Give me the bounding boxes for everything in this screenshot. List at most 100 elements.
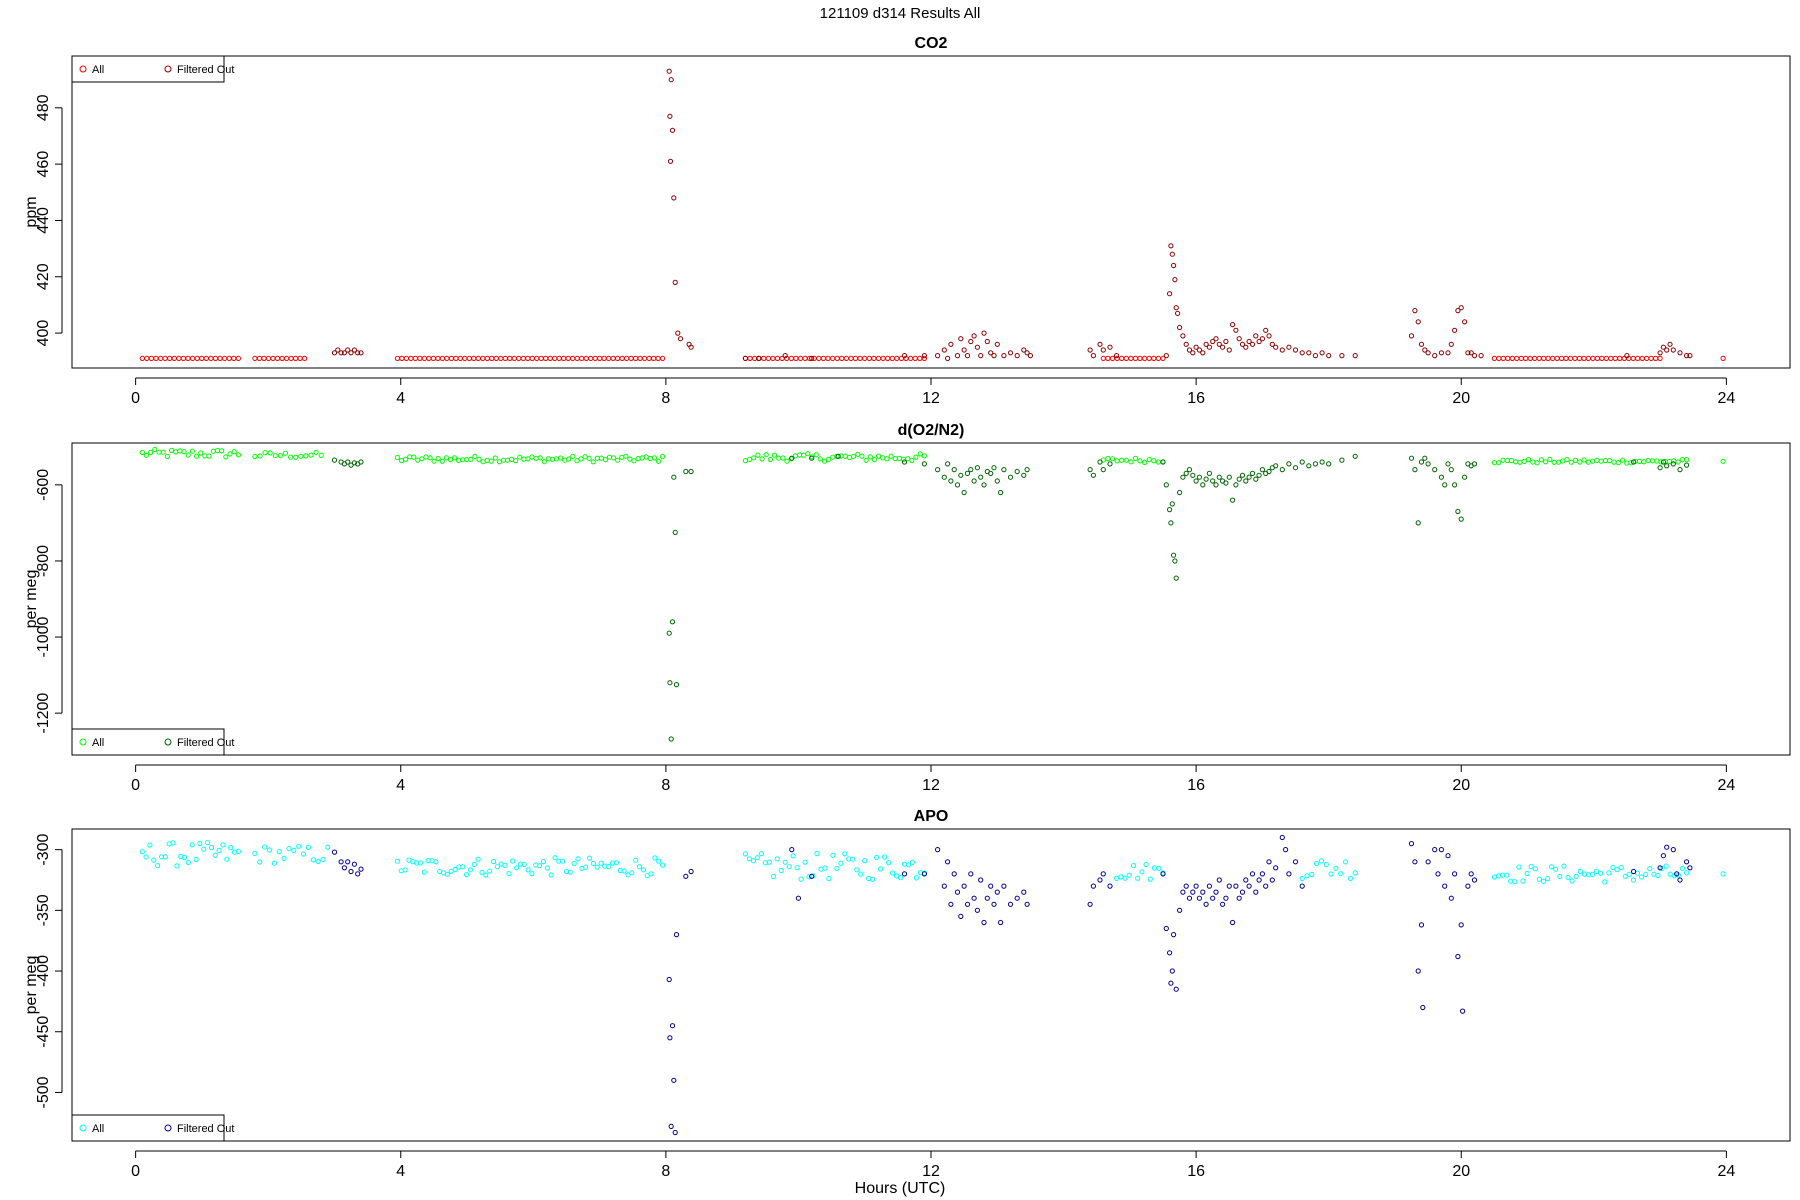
data-point [1514, 355, 1520, 361]
data-point [742, 458, 749, 464]
data-point [170, 840, 176, 846]
data-point [1263, 327, 1269, 333]
legend-label: All [92, 737, 104, 749]
data-point [880, 455, 886, 461]
data-point [1541, 355, 1547, 361]
data-point [1014, 353, 1020, 359]
data-point [747, 456, 753, 462]
data-point [502, 355, 508, 361]
data-point [941, 347, 947, 353]
data-point [224, 856, 230, 862]
data-point [202, 453, 208, 459]
data-point [1657, 865, 1663, 871]
data-point [164, 453, 170, 459]
data-point [1253, 889, 1259, 895]
data-point [863, 457, 869, 463]
data-point [341, 350, 347, 356]
data-point [766, 859, 772, 865]
data-point [430, 355, 436, 361]
data-point [488, 458, 494, 464]
data-point [1203, 476, 1209, 482]
data-point [746, 856, 753, 862]
data-point [945, 355, 951, 361]
data-point [143, 854, 149, 860]
data-point [500, 457, 507, 463]
x-tick-label: 12 [922, 777, 940, 794]
data-point [888, 453, 894, 459]
data-point [1333, 865, 1339, 871]
data-point [510, 858, 516, 864]
data-point [994, 478, 1000, 484]
data-point [1173, 305, 1179, 311]
data-point [1347, 875, 1354, 882]
data-point [830, 454, 836, 460]
data-point [1210, 478, 1216, 484]
panel-3: APO per meg 0 4 8 12 16 20 24 -500 -450 -400 -350 -30… [23, 808, 1791, 1180]
data-point [971, 895, 977, 901]
data-point [1100, 871, 1106, 877]
data-point [1100, 355, 1106, 361]
data-point [660, 355, 666, 361]
data-point [742, 355, 749, 361]
data-point [771, 452, 778, 458]
data-point [848, 355, 854, 361]
data-point [1554, 355, 1560, 361]
data-point [1679, 865, 1686, 872]
data-point [1172, 277, 1178, 283]
data-point [1259, 467, 1266, 473]
data-point [252, 453, 258, 460]
x-tick-label: 16 [1187, 777, 1205, 794]
data-point [1445, 853, 1451, 859]
data-point [1557, 873, 1563, 880]
data-point [579, 355, 585, 361]
data-point [1087, 901, 1093, 907]
data-point [1007, 901, 1014, 907]
data-point [613, 860, 620, 866]
data-point [754, 855, 760, 861]
data-point [1560, 458, 1566, 464]
panel-1: CO2 ppm 0 4 8 12 16 20 24 400 420 440 460 480 All Filte… [23, 35, 1791, 407]
data-point [821, 458, 828, 464]
data-point [782, 859, 788, 865]
data-point [208, 355, 214, 361]
data-point [494, 864, 500, 870]
data-point [1452, 482, 1458, 488]
data-point [1168, 980, 1174, 986]
data-point [394, 355, 400, 361]
data-point [1273, 463, 1279, 469]
data-point [1130, 863, 1137, 869]
data-point [1200, 350, 1206, 356]
data-point [948, 901, 954, 907]
data-point [1239, 889, 1246, 895]
data-point [1223, 895, 1229, 901]
data-point [521, 861, 527, 868]
data-point [1594, 457, 1600, 463]
data-point [338, 350, 344, 356]
x-axis-label: Hours (UTC) [855, 1180, 946, 1197]
data-point [1167, 507, 1173, 513]
data-point [415, 457, 421, 463]
data-point [1679, 457, 1685, 463]
data-point [1253, 476, 1259, 482]
data-point [1569, 878, 1575, 884]
data-point [660, 453, 666, 460]
data-point [444, 355, 450, 361]
data-point [1577, 459, 1583, 465]
data-point [628, 355, 634, 361]
data-point [552, 855, 558, 861]
data-point [313, 449, 319, 455]
data-point [1657, 350, 1663, 356]
data-point [758, 851, 764, 857]
data-point [640, 867, 647, 873]
data-point [351, 460, 357, 466]
data-point [1142, 459, 1148, 465]
data-point [782, 353, 788, 359]
data-point [1024, 901, 1030, 907]
data-point [651, 455, 658, 461]
data-point [1599, 355, 1605, 361]
data-point [1304, 873, 1310, 879]
data-point [870, 876, 876, 882]
data-point [214, 447, 221, 454]
data-point [220, 842, 226, 848]
